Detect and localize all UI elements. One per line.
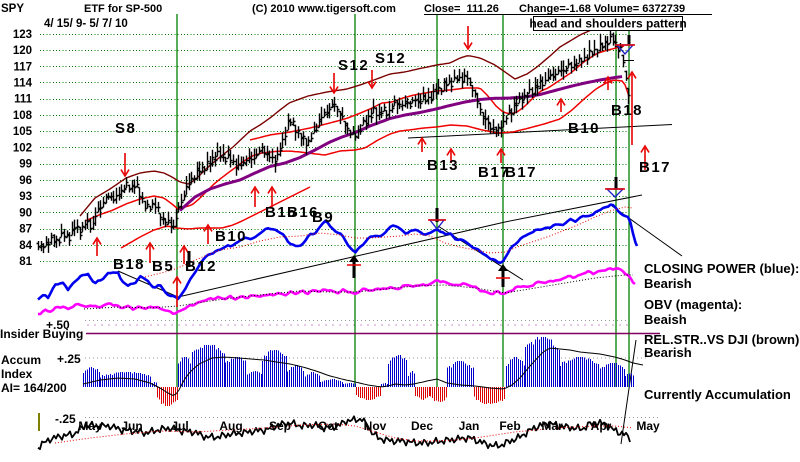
- svg-text:4/ 15/ 9- 5/ 7/ 10: 4/ 15/ 9- 5/ 7/ 10: [44, 18, 128, 30]
- svg-text:B10: B10: [215, 228, 247, 245]
- svg-text:Bearish: Bearish: [644, 345, 692, 360]
- svg-text:S8: S8: [115, 120, 136, 137]
- svg-text:B17: B17: [478, 164, 510, 181]
- svg-text:CLOSING POWER (blue):: CLOSING POWER (blue):: [644, 261, 799, 276]
- svg-text:Feb: Feb: [499, 419, 520, 433]
- svg-text:Mar: Mar: [541, 419, 563, 433]
- svg-text:123: 123: [13, 29, 32, 41]
- svg-text:B12: B12: [185, 258, 217, 275]
- svg-text:Currently Accumulation: Currently Accumulation: [644, 387, 791, 402]
- svg-text:B17: B17: [639, 159, 671, 176]
- svg-text:114: 114: [13, 78, 32, 90]
- svg-text:Apr: Apr: [591, 419, 612, 433]
- svg-text:May: May: [78, 419, 102, 433]
- svg-text:117: 117: [13, 61, 32, 73]
- svg-text:SPY: SPY: [1, 3, 24, 15]
- svg-text:Change=-1.68 Volume= 6372739: Change=-1.68 Volume= 6372739: [519, 3, 685, 15]
- svg-text:May: May: [636, 419, 660, 433]
- svg-text:Sep: Sep: [269, 419, 291, 433]
- svg-text:Bearish: Bearish: [644, 276, 692, 291]
- svg-text:B15: B15: [265, 204, 297, 221]
- svg-text:93: 93: [19, 191, 32, 203]
- svg-text:Insider Buying: Insider Buying: [0, 327, 83, 341]
- svg-text:96: 96: [19, 175, 32, 187]
- svg-text:(C) 2010 www.tigersoft.com: (C) 2010 www.tigersoft.com: [252, 3, 396, 15]
- svg-text:81: 81: [19, 256, 32, 268]
- svg-text:B9: B9: [312, 209, 334, 226]
- svg-text:+.50: +.50: [46, 318, 70, 332]
- svg-text:REL.STR..VS DJI (brown):: REL.STR..VS DJI (brown):: [644, 332, 800, 347]
- svg-text:B16: B16: [287, 204, 319, 221]
- svg-text:head and shoulders pattern: head and shoulders pattern: [529, 17, 686, 31]
- svg-text:Close= 111.26: Close= 111.26: [424, 3, 499, 15]
- svg-text:Dec: Dec: [411, 419, 433, 433]
- svg-text:Oct: Oct: [318, 419, 338, 433]
- svg-text:OBV (magenta):: OBV (magenta):: [644, 297, 742, 312]
- svg-text:108: 108: [13, 110, 33, 122]
- svg-text:120: 120: [13, 45, 32, 57]
- svg-text:99: 99: [19, 159, 32, 171]
- svg-text:102: 102: [13, 142, 32, 154]
- svg-text:ETF for SP-500: ETF for SP-500: [84, 3, 162, 15]
- svg-text:B17: B17: [505, 164, 537, 181]
- svg-text:105: 105: [13, 126, 33, 138]
- svg-text:B5: B5: [152, 258, 174, 275]
- svg-text:84: 84: [19, 240, 32, 252]
- svg-text:Jan: Jan: [459, 419, 480, 433]
- svg-text:+.25: +.25: [57, 352, 81, 366]
- svg-text:111: 111: [14, 94, 33, 106]
- svg-text:Jul: Jul: [171, 419, 188, 433]
- svg-text:S12: S12: [338, 57, 369, 74]
- svg-text:B18: B18: [113, 256, 145, 273]
- svg-text:AI= 164/200: AI= 164/200: [1, 381, 67, 395]
- svg-text:B13: B13: [427, 157, 459, 174]
- svg-text:S12: S12: [375, 50, 406, 67]
- svg-text:87: 87: [19, 224, 32, 236]
- svg-text:Index: Index: [1, 367, 33, 381]
- svg-text:B10: B10: [568, 120, 600, 137]
- svg-text:Aug: Aug: [219, 419, 242, 433]
- svg-text:Beaish: Beaish: [644, 312, 687, 327]
- svg-text:-.25: -.25: [55, 412, 76, 426]
- svg-text:Nov: Nov: [364, 419, 387, 433]
- svg-text:Jun: Jun: [121, 419, 142, 433]
- svg-text:B18: B18: [611, 102, 643, 119]
- svg-text:Accum: Accum: [1, 353, 41, 367]
- svg-text:90: 90: [19, 207, 32, 219]
